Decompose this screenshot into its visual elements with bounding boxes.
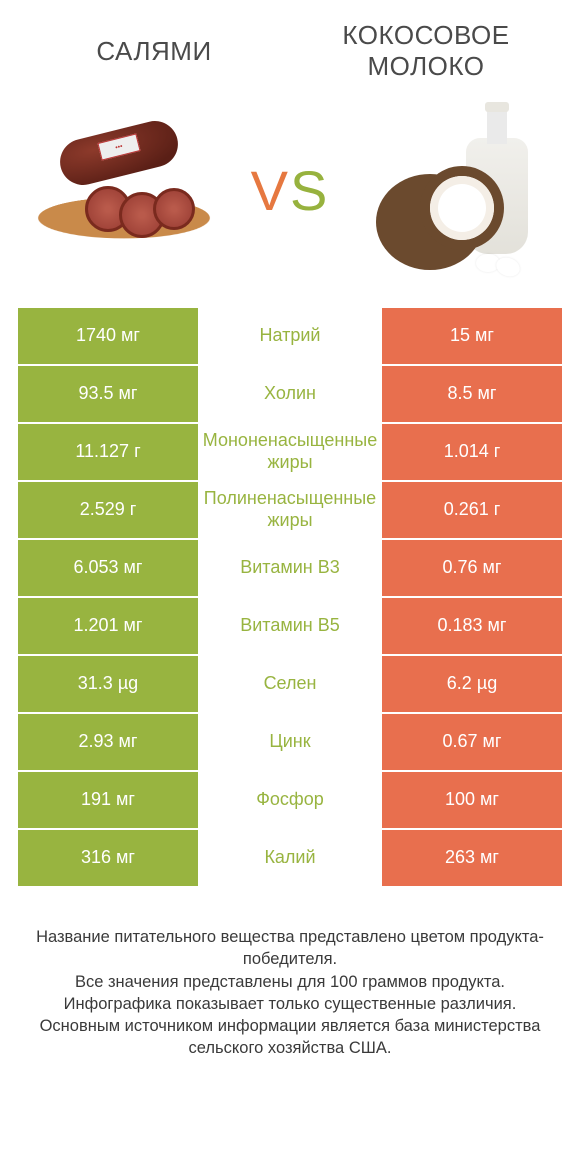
table-row: 11.127 гМононенасыщенные жиры1.014 г	[18, 424, 562, 480]
vs-label: VS	[251, 158, 330, 223]
value-right: 8.5 мг	[382, 366, 562, 422]
product-image-left: •••	[24, 100, 224, 280]
nutrient-label: Натрий	[200, 308, 380, 364]
nutrient-label: Мононенасыщенные жиры	[200, 424, 380, 480]
table-row: 1740 мгНатрий15 мг	[18, 308, 562, 364]
footer-line: Название питательного вещества представл…	[22, 926, 558, 971]
value-left: 11.127 г	[18, 424, 198, 480]
table-row: 2.93 мгЦинк0.67 мг	[18, 714, 562, 770]
vs-s: S	[290, 159, 329, 222]
comparison-table: 1740 мгНатрий15 мг93.5 мгХолин8.5 мг11.1…	[18, 308, 562, 886]
nutrient-label: Витамин B3	[200, 540, 380, 596]
value-right: 263 мг	[382, 830, 562, 886]
value-left: 2.529 г	[18, 482, 198, 538]
table-row: 1.201 мгВитамин B50.183 мг	[18, 598, 562, 654]
table-row: 316 мгКалий263 мг	[18, 830, 562, 886]
nutrient-label: Витамин B5	[200, 598, 380, 654]
images-row: ••• VS	[18, 100, 562, 280]
value-right: 6.2 µg	[382, 656, 562, 712]
value-left: 93.5 мг	[18, 366, 198, 422]
nutrient-label: Холин	[200, 366, 380, 422]
value-left: 191 мг	[18, 772, 198, 828]
value-right: 0.261 г	[382, 482, 562, 538]
nutrient-label: Цинк	[200, 714, 380, 770]
coconut-milk-icon	[366, 100, 546, 280]
value-right: 1.014 г	[382, 424, 562, 480]
footer-line: Инфографика показывает только существенн…	[22, 993, 558, 1015]
table-row: 31.3 µgСелен6.2 µg	[18, 656, 562, 712]
table-row: 93.5 мгХолин8.5 мг	[18, 366, 562, 422]
value-right: 100 мг	[382, 772, 562, 828]
nutrient-label: Селен	[200, 656, 380, 712]
footer-text: Название питательного вещества представл…	[18, 926, 562, 1060]
value-left: 1.201 мг	[18, 598, 198, 654]
value-right: 0.67 мг	[382, 714, 562, 770]
value-left: 31.3 µg	[18, 656, 198, 712]
value-right: 15 мг	[382, 308, 562, 364]
product-image-right	[356, 100, 556, 280]
table-row: 2.529 гПолиненасыщенные жиры0.261 г	[18, 482, 562, 538]
value-left: 1740 мг	[18, 308, 198, 364]
title-left: САЛЯМИ	[18, 36, 290, 67]
footer-line: Все значения представлены для 100 граммо…	[22, 971, 558, 993]
value-left: 6.053 мг	[18, 540, 198, 596]
vs-v: V	[251, 159, 290, 222]
table-row: 191 мгФосфор100 мг	[18, 772, 562, 828]
title-right: КОКОСОВОЕ МОЛОКО	[290, 20, 562, 82]
footer-line: Основным источником информации является …	[22, 1015, 558, 1060]
nutrient-label: Фосфор	[200, 772, 380, 828]
value-left: 316 мг	[18, 830, 198, 886]
value-right: 0.76 мг	[382, 540, 562, 596]
titles-row: САЛЯМИ КОКОСОВОЕ МОЛОКО	[18, 20, 562, 82]
nutrient-label: Полиненасыщенные жиры	[200, 482, 380, 538]
comparison-infographic: САЛЯМИ КОКОСОВОЕ МОЛОКО ••• VS 1740 мгН	[0, 0, 580, 1090]
value-left: 2.93 мг	[18, 714, 198, 770]
table-row: 6.053 мгВитамин B30.76 мг	[18, 540, 562, 596]
value-right: 0.183 мг	[382, 598, 562, 654]
salami-icon: •••	[39, 130, 209, 250]
nutrient-label: Калий	[200, 830, 380, 886]
